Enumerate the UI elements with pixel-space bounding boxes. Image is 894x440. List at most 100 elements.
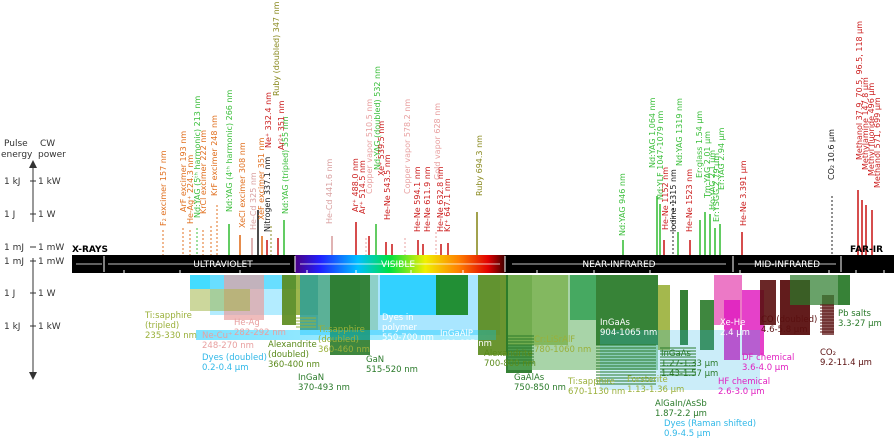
tunable-laser-label: Dyes (doubled) 0.2-0.4 μm bbox=[202, 353, 267, 373]
tunable-laser-labels: Ti:sapphire (tripled) 235-330 nm Ne-Cu⁺ 248-… bbox=[144, 309, 882, 439]
gas-laser-label: Ar⁺ 488.0 nm bbox=[351, 158, 360, 212]
gas-laser-label: Xe⁺ 539.5 nm bbox=[377, 121, 386, 176]
gas-laser-label: He-Ag⁺ 224.3 nm bbox=[186, 155, 195, 224]
gas-laser-label: Ne⁺ 332.4 nm bbox=[264, 92, 273, 148]
tunable-laser-label: Ti:sapphire (tripled) 235-330 nm bbox=[144, 311, 197, 341]
gas-laser-label: Methanol 37.9, 70.5, 96.5, 118 μm bbox=[855, 21, 864, 160]
tunable-range-block bbox=[742, 290, 764, 355]
tunable-laser-label: Ti:sapphire (doubled) 360-460 nm bbox=[317, 325, 370, 355]
tunable-laser-label: Ne-Cu⁺ 248-270 nm bbox=[202, 331, 254, 351]
tunable-laser-label: CO 5-7 μm bbox=[778, 335, 808, 355]
tunable-laser-label: Cr:LiSrAlF 780-1060 nm bbox=[534, 335, 591, 355]
gas-laser-label: Copper vapor 510.5 nm bbox=[365, 99, 374, 194]
band-label: ULTRAVIOLET bbox=[193, 260, 253, 270]
tunable-laser-label: AlGaIn/AsSb 1.87-2.2 μm bbox=[655, 399, 707, 419]
axis-pulse-label: 1 kJ bbox=[4, 322, 20, 332]
tunable-laser-label: Dyes 0.38-1.0 μm bbox=[377, 345, 429, 365]
gas-laser-label: He-Cd 325 nm bbox=[249, 172, 258, 230]
emission-lines bbox=[162, 190, 873, 255]
wavelength-tick-label: 200 nm bbox=[167, 272, 194, 280]
gas-laser-label: Er:glass 1.54 μm bbox=[695, 111, 704, 178]
dyes-range-band bbox=[196, 330, 496, 340]
band-label-far-ir: FAR-IR bbox=[850, 245, 883, 255]
tunable-range-block bbox=[436, 275, 468, 315]
tunable-laser-label: Forsterite 1.13-1.36 μm bbox=[627, 375, 684, 395]
tunable-range-block bbox=[282, 275, 296, 325]
lower-axis-arrow bbox=[29, 372, 37, 380]
gas-laser-label: Ho:YAG 2.1 μm bbox=[708, 150, 717, 210]
gas-laser-label: Iodine 1315 nm bbox=[669, 169, 678, 232]
gas-laser-label: Nd:YAG 1319 nm bbox=[675, 98, 684, 166]
axis-pulse-label: 1 mJ bbox=[4, 243, 24, 253]
tunable-laser-label: Xe-He 2.4 μm bbox=[720, 318, 750, 338]
gas-laser-label: CO₂ 10.6 μm bbox=[827, 129, 836, 180]
gas-laser-label: Methanol 571, 699 μm bbox=[873, 97, 882, 188]
axis-pulse-label: 1 J bbox=[4, 210, 15, 220]
gas-laser-label: KrCl excimer 222 nm bbox=[199, 130, 208, 214]
gas-laser-label: Ar²⁺ 351 nm bbox=[277, 100, 286, 150]
gas-laser-label: Tm:YAG 2.01 μm bbox=[703, 131, 712, 199]
tunable-laser-label: InGaAs 904-1065 nm bbox=[600, 318, 657, 338]
gas-laser-label: Ruby (doubled) 347 nm bbox=[272, 1, 281, 96]
gas-laser-label: Methyl fluoride 496 μm bbox=[867, 83, 876, 176]
tunable-range-block bbox=[190, 289, 250, 311]
tunable-range-block bbox=[596, 275, 658, 345]
tunable-laser-label: InGaN 370-493 nm bbox=[298, 373, 350, 393]
gas-laser-label: XeF excimer 351 nm bbox=[257, 137, 266, 220]
gas-laser-label: He-Ne 543.5 nm bbox=[383, 154, 392, 220]
tunable-laser-label: DF chemical 3.6-4.0 μm bbox=[742, 353, 794, 373]
gas-laser-label: He-Ne 611.9 nm bbox=[423, 166, 432, 232]
tunable-laser-label: CO₂ 9.2-11.4 μm bbox=[820, 348, 872, 368]
gas-laser-label: Ar⁺ 514.5 nm bbox=[358, 160, 367, 214]
tunable-laser-label: Alexandrite (doubled) 360-400 nm bbox=[268, 340, 320, 370]
gas-laser-label: F₂ excimer 157 nm bbox=[159, 150, 168, 226]
gas-laser-label: KrF excimer 248 nm bbox=[210, 115, 219, 196]
wavelength-tick-label: 100 nm bbox=[111, 272, 138, 280]
gas-laser-label: He-Ne 632.8 nm bbox=[436, 166, 445, 232]
axis-header-cw: CW power bbox=[38, 139, 66, 160]
tunable-laser-label: Dyes in polymer 550-700 nm bbox=[382, 313, 434, 343]
axis-pulse-label: 1 kJ bbox=[4, 177, 20, 187]
wavelength-tick-label: 30 μm bbox=[845, 272, 868, 280]
gas-laser-label: Nd:YAG 1,064 nm bbox=[648, 97, 657, 168]
axis-cw-label: 1 mW bbox=[38, 243, 64, 253]
tunable-range-block bbox=[380, 275, 440, 315]
tunable-range-block bbox=[700, 300, 714, 350]
tunable-range-block bbox=[838, 275, 850, 305]
axis-cw-label: 1 mW bbox=[38, 257, 64, 267]
gas-laser-label: He-Ne 1523 nm bbox=[685, 169, 694, 232]
gas-laser-label: He-Ne 3.391 μm bbox=[739, 160, 748, 226]
gas-laser-label: Nd:YAG (doubled) 532 nm bbox=[373, 66, 382, 170]
tunable-laser-label: GaAlAs 750-850 nm bbox=[514, 373, 566, 393]
band-bar: X-RAYS ULTRAVIOLET VISIBLE NEAR-INFRARED MID… bbox=[72, 245, 894, 280]
axis-pulse-label: 1 J bbox=[4, 289, 15, 299]
gas-laser-label: Nd:YAG (4ᵗʰ harmonic) 266 nm bbox=[225, 90, 234, 212]
gas-laser-label: Nitrogen 337.1 nm bbox=[263, 157, 272, 232]
tunable-range-block bbox=[680, 290, 688, 345]
gas-laser-label: Methylamine 147.8 μm bbox=[861, 77, 870, 170]
band-label-x-rays: X-RAYS bbox=[72, 245, 108, 255]
wavelength-tick-label: 1 mm bbox=[874, 272, 894, 280]
gas-laser-label: Ruby 694.3 nm bbox=[475, 135, 484, 196]
axis-cw-label: 1 kW bbox=[38, 322, 61, 332]
gas-laser-label: ArF excimer 193 nm bbox=[179, 131, 188, 212]
tunable-range-block bbox=[658, 285, 670, 350]
tunable-laser-label: GaN 515-520 nm bbox=[366, 355, 418, 375]
gas-laser-label: Copper vapor 578.2 nm bbox=[403, 99, 412, 194]
gas-laser-label: Nd:YLF 1047-1079 nm bbox=[656, 111, 665, 200]
tunable-laser-label: InGaAlP 630-685 nm bbox=[440, 329, 492, 349]
axis-cw-label: 1 W bbox=[38, 289, 56, 299]
gas-laser-label: Er:YSGG 2.79 μm bbox=[712, 153, 721, 222]
gas-laser-label: He-Ne 594.1 nm bbox=[413, 166, 422, 232]
tunable-range-block bbox=[330, 275, 370, 355]
tunable-laser-label: Pb salts 3.3-27 μm bbox=[838, 309, 882, 329]
band-label: VISIBLE bbox=[381, 260, 415, 270]
gas-laser-label: Nd:YAG 946 nm bbox=[618, 173, 627, 236]
gas-laser-label: Kr⁺ 647.1 nm bbox=[443, 178, 452, 232]
band-label: MID-INFRARED bbox=[754, 260, 820, 270]
tunable-laser-label: HF chemical 2.6-3.0 μm bbox=[718, 377, 770, 397]
tunable-laser-label: Ti:sapphire 670-1130 nm bbox=[567, 377, 625, 397]
axis-pulse-label: 1 mJ bbox=[4, 257, 24, 267]
power-axis: Pulse energy CW power 1 kJ 1 kW 1 J 1 W 1 mJ 1 … bbox=[1, 139, 66, 380]
